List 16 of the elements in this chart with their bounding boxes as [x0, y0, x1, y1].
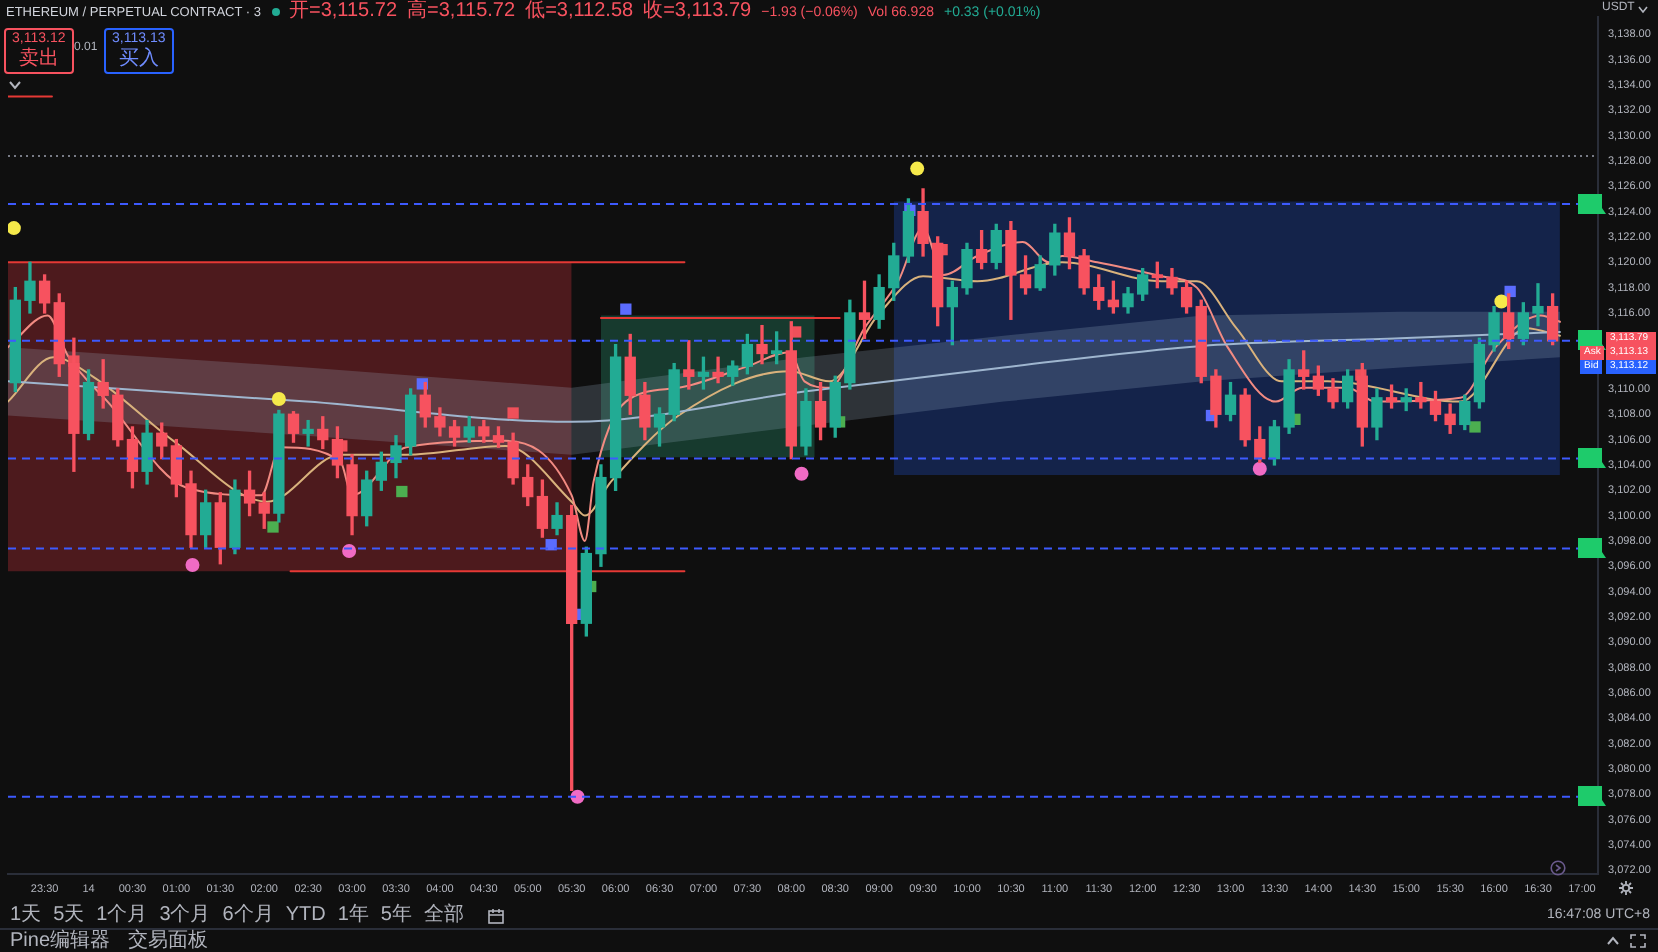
annotation: 低=3,112.58: [525, 0, 634, 24]
text: 5年: [380, 904, 412, 928]
text: 1天: [10, 904, 42, 928]
text: 3个月: [159, 904, 211, 928]
text: 6个月: [222, 904, 274, 928]
annotation: 买入: [118, 48, 159, 70]
text: 全部: [423, 904, 464, 928]
text: YTD: [285, 904, 326, 928]
annotation: 收=3,113.79: [643, 0, 752, 24]
annotation: 卖出: [18, 48, 59, 70]
text: 1年: [337, 904, 369, 928]
annotation: 开=3,115.72: [289, 0, 398, 24]
text: Pine编辑器: [10, 930, 111, 952]
text: 1个月: [96, 904, 148, 928]
text: 5天: [53, 904, 85, 928]
text: 交易面板: [128, 930, 208, 952]
